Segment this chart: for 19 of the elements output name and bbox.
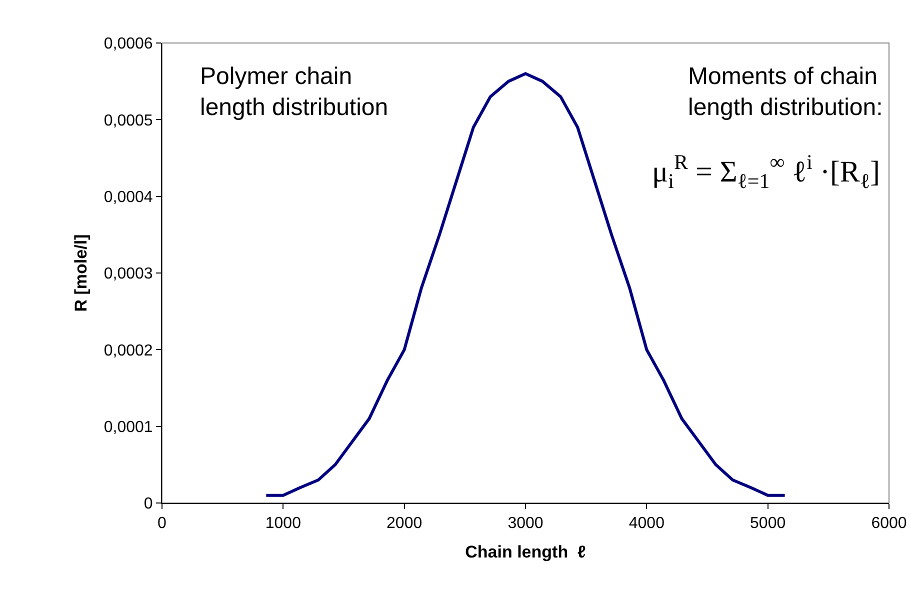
- annotation: Moments of chain length distribution:: [688, 63, 883, 122]
- x-tick-label: 6000: [871, 515, 907, 532]
- y-axis-title: R [mole/l]: [71, 234, 90, 312]
- x-tick-label: 1000: [265, 515, 302, 532]
- x-axis-title: Chain length ℓ: [465, 542, 586, 562]
- y-tick-label: 0,0003: [104, 266, 153, 283]
- x-tick-label: 4000: [628, 515, 665, 532]
- y-tick-label: 0,0006: [104, 36, 153, 53]
- x-tick-label: 3000: [508, 515, 544, 532]
- y-tick-label: 0,0001: [104, 418, 153, 436]
- y-tick-label: 0,0002: [104, 342, 153, 360]
- y-tick-label: 0: [144, 496, 153, 513]
- x-tick-label: 5000: [750, 515, 786, 532]
- text: μ$_{i}$$^{R}$ = Σ$_{ℓ=1}$$^{∞}$ ℓ$^{i}$ ·[R$_{ℓ}$]: [652, 150, 880, 193]
- annotation: Polymer chain length distribution: [200, 63, 388, 122]
- x-tick-label: 0: [158, 515, 167, 532]
- y-tick-label: 0,0004: [104, 188, 153, 206]
- y-tick-label: 0,0005: [104, 112, 153, 130]
- x-tick-label: 2000: [386, 515, 422, 532]
